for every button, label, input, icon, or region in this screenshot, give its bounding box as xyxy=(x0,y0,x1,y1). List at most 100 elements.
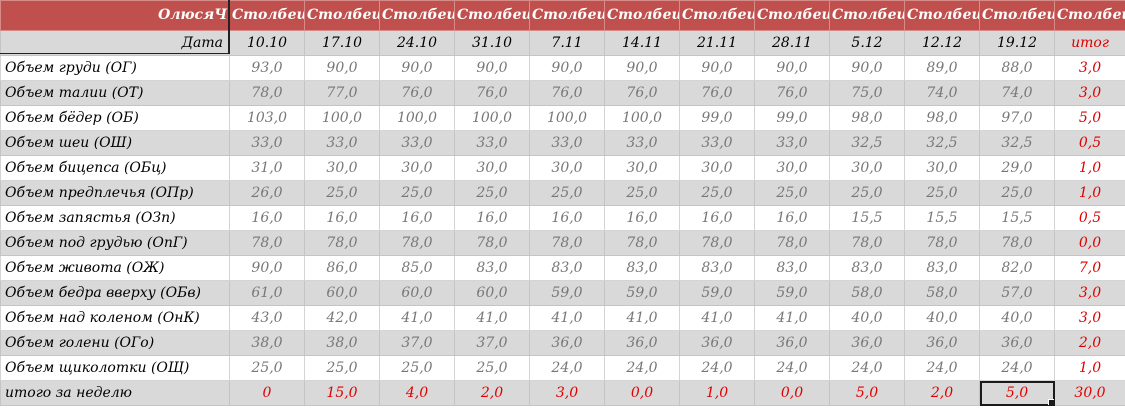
measurement-value-cell[interactable]: 25,0 xyxy=(454,180,530,206)
measurement-value-cell[interactable]: 60,0 xyxy=(379,280,455,306)
measurement-value-cell[interactable]: 15,5 xyxy=(904,205,980,231)
measurement-value-cell[interactable]: 31,0 xyxy=(229,155,305,181)
measurement-value-cell[interactable]: 90,0 xyxy=(754,55,830,81)
measurement-value-cell[interactable]: 30,0 xyxy=(454,155,530,181)
row-total-cell[interactable]: 1,0 xyxy=(1054,180,1125,206)
measurement-value-cell[interactable]: 25,0 xyxy=(379,180,455,206)
date-cell[interactable]: 7.11 xyxy=(529,30,605,56)
measurement-label-cell[interactable]: Объем бицепса (ОБц) xyxy=(0,155,230,181)
row-total-cell[interactable]: 3,0 xyxy=(1054,280,1125,306)
weekly-total-cell[interactable]: 5,0 xyxy=(829,380,905,406)
weekly-total-label-cell[interactable]: итого за неделю xyxy=(0,380,230,406)
row-total-cell[interactable]: 3,0 xyxy=(1054,80,1125,106)
column-header[interactable]: Столбец xyxy=(529,0,605,31)
measurement-value-cell[interactable]: 93,0 xyxy=(229,55,305,81)
measurement-value-cell[interactable]: 78,0 xyxy=(304,230,380,256)
column-header[interactable]: Столбец xyxy=(1054,0,1125,31)
measurement-value-cell[interactable]: 100,0 xyxy=(454,105,530,131)
measurement-value-cell[interactable]: 41,0 xyxy=(679,305,755,331)
measurement-value-cell[interactable]: 100,0 xyxy=(529,105,605,131)
row-total-cell[interactable]: 0,0 xyxy=(1054,230,1125,256)
date-cell[interactable]: 31.10 xyxy=(454,30,530,56)
measurement-value-cell[interactable]: 41,0 xyxy=(604,305,680,331)
measurement-value-cell[interactable]: 83,0 xyxy=(904,255,980,281)
measurement-value-cell[interactable]: 78,0 xyxy=(604,230,680,256)
weekly-total-cell[interactable]: 2,0 xyxy=(904,380,980,406)
measurement-value-cell[interactable]: 29,0 xyxy=(979,155,1055,181)
measurement-value-cell[interactable]: 42,0 xyxy=(304,305,380,331)
column-header[interactable]: Столбец xyxy=(379,0,455,31)
measurement-value-cell[interactable]: 32,5 xyxy=(829,130,905,156)
measurement-value-cell[interactable]: 78,0 xyxy=(829,230,905,256)
measurement-value-cell[interactable]: 32,5 xyxy=(904,130,980,156)
date-cell[interactable]: 24.10 xyxy=(379,30,455,56)
measurement-value-cell[interactable]: 59,0 xyxy=(604,280,680,306)
measurement-value-cell[interactable]: 83,0 xyxy=(679,255,755,281)
column-header[interactable]: Столбец xyxy=(304,0,380,31)
column-header[interactable]: Столбец xyxy=(979,0,1055,31)
measurement-value-cell[interactable]: 30,0 xyxy=(754,155,830,181)
measurement-value-cell[interactable]: 40,0 xyxy=(979,305,1055,331)
measurement-value-cell[interactable]: 36,0 xyxy=(679,330,755,356)
row-total-cell[interactable]: 1,0 xyxy=(1054,355,1125,381)
measurement-value-cell[interactable]: 59,0 xyxy=(679,280,755,306)
measurement-value-cell[interactable]: 97,0 xyxy=(979,105,1055,131)
measurement-value-cell[interactable]: 100,0 xyxy=(604,105,680,131)
measurement-value-cell[interactable]: 90,0 xyxy=(829,55,905,81)
measurement-value-cell[interactable]: 30,0 xyxy=(904,155,980,181)
measurement-value-cell[interactable]: 86,0 xyxy=(304,255,380,281)
weekly-total-cell[interactable]: 1,0 xyxy=(679,380,755,406)
measurement-value-cell[interactable]: 41,0 xyxy=(754,305,830,331)
measurement-value-cell[interactable]: 85,0 xyxy=(379,255,455,281)
measurement-value-cell[interactable]: 77,0 xyxy=(304,80,380,106)
measurement-value-cell[interactable]: 16,0 xyxy=(229,205,305,231)
measurement-value-cell[interactable]: 24,0 xyxy=(829,355,905,381)
measurement-value-cell[interactable]: 41,0 xyxy=(454,305,530,331)
measurement-value-cell[interactable]: 16,0 xyxy=(529,205,605,231)
measurement-value-cell[interactable]: 24,0 xyxy=(979,355,1055,381)
measurement-value-cell[interactable]: 15,5 xyxy=(979,205,1055,231)
measurement-value-cell[interactable]: 25,0 xyxy=(529,180,605,206)
measurement-value-cell[interactable]: 33,0 xyxy=(229,130,305,156)
measurement-value-cell[interactable]: 38,0 xyxy=(304,330,380,356)
measurement-value-cell[interactable]: 25,0 xyxy=(829,180,905,206)
measurement-value-cell[interactable]: 38,0 xyxy=(229,330,305,356)
measurement-value-cell[interactable]: 82,0 xyxy=(979,255,1055,281)
measurement-value-cell[interactable]: 25,0 xyxy=(304,355,380,381)
measurement-value-cell[interactable]: 40,0 xyxy=(829,305,905,331)
measurement-label-cell[interactable]: Объем щиколотки (ОЩ) xyxy=(0,355,230,381)
weekly-total-cell[interactable]: 2,0 xyxy=(454,380,530,406)
measurement-value-cell[interactable]: 16,0 xyxy=(604,205,680,231)
row-total-cell[interactable]: 1,0 xyxy=(1054,155,1125,181)
measurement-value-cell[interactable]: 24,0 xyxy=(904,355,980,381)
measurement-value-cell[interactable]: 25,0 xyxy=(229,355,305,381)
date-cell[interactable]: 12.12 xyxy=(904,30,980,56)
row-total-cell[interactable]: 7,0 xyxy=(1054,255,1125,281)
weekly-total-cell[interactable]: 0,0 xyxy=(754,380,830,406)
measurement-value-cell[interactable]: 58,0 xyxy=(904,280,980,306)
column-header[interactable]: Столбец xyxy=(829,0,905,31)
measurement-value-cell[interactable]: 24,0 xyxy=(604,355,680,381)
measurement-value-cell[interactable]: 90,0 xyxy=(379,55,455,81)
measurement-value-cell[interactable]: 76,0 xyxy=(529,80,605,106)
measurement-label-cell[interactable]: Объем голени (ОГо) xyxy=(0,330,230,356)
measurement-value-cell[interactable]: 25,0 xyxy=(454,355,530,381)
measurement-value-cell[interactable]: 78,0 xyxy=(529,230,605,256)
measurement-value-cell[interactable]: 76,0 xyxy=(679,80,755,106)
measurement-value-cell[interactable]: 25,0 xyxy=(379,355,455,381)
measurement-value-cell[interactable]: 41,0 xyxy=(379,305,455,331)
date-cell[interactable]: 10.10 xyxy=(229,30,305,56)
measurement-value-cell[interactable]: 78,0 xyxy=(379,230,455,256)
selected-cell[interactable]: 5,0 xyxy=(979,380,1055,406)
measurement-value-cell[interactable]: 103,0 xyxy=(229,105,305,131)
column-header[interactable]: Столбец xyxy=(229,0,305,31)
column-header[interactable]: Столбец xyxy=(754,0,830,31)
measurement-value-cell[interactable]: 36,0 xyxy=(604,330,680,356)
weekly-total-cell[interactable]: 0,0 xyxy=(604,380,680,406)
measurement-value-cell[interactable]: 30,0 xyxy=(679,155,755,181)
column-header[interactable]: Столбец xyxy=(454,0,530,31)
measurement-value-cell[interactable]: 78,0 xyxy=(679,230,755,256)
measurement-value-cell[interactable]: 30,0 xyxy=(529,155,605,181)
row-total-cell[interactable]: 2,0 xyxy=(1054,330,1125,356)
measurement-value-cell[interactable]: 25,0 xyxy=(754,180,830,206)
